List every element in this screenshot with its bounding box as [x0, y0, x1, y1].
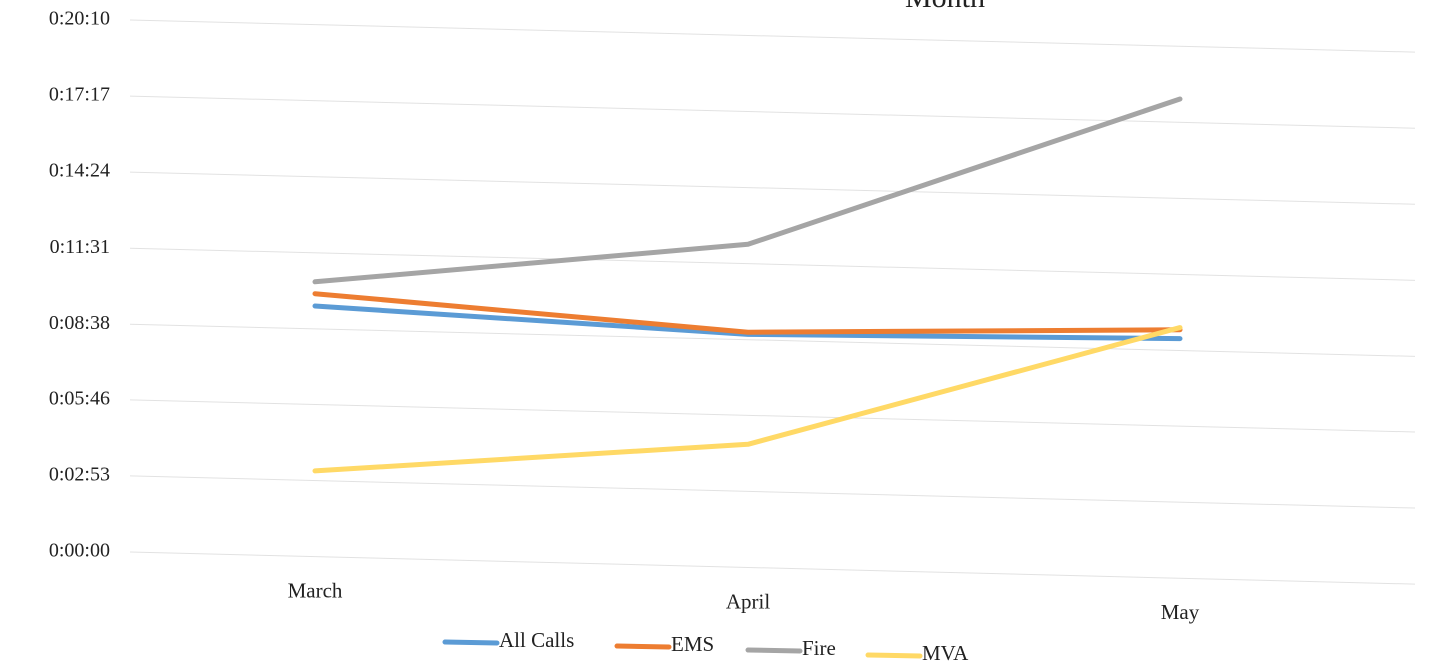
gridline — [129, 19, 1416, 53]
chart-title: Month — [905, 0, 985, 14]
gridline — [129, 247, 1416, 281]
gridline — [129, 551, 1416, 585]
legend-swatch-fire — [745, 647, 803, 654]
x-tick-label: May — [1161, 600, 1200, 624]
legend-label-ems: EMS — [671, 632, 714, 656]
y-axis-ticks: 0:00:00 0:02:53 0:05:46 0:08:38 0:11:31 0:14:… — [49, 8, 110, 562]
x-tick-label: March — [288, 578, 343, 602]
series-lines — [312, 96, 1183, 474]
gridline — [129, 171, 1416, 205]
series-line-ems — [312, 291, 1183, 335]
series-line-mva — [312, 325, 1183, 474]
x-axis-ticks: March April May — [288, 578, 1200, 624]
series-line-fire — [312, 96, 1183, 285]
legend-label-mva: MVA — [922, 641, 969, 665]
gridlines — [129, 19, 1416, 585]
gridline — [129, 399, 1416, 433]
legend-swatch-mva — [865, 652, 923, 659]
legend: All Calls EMS Fire MVA — [442, 628, 969, 665]
gridline — [129, 323, 1416, 357]
gridline — [129, 475, 1416, 509]
legend-label-all-calls: All Calls — [499, 628, 574, 652]
y-tick-label: 0:00:00 — [49, 540, 110, 562]
y-tick-label: 0:11:31 — [50, 236, 110, 258]
y-tick-label: 0:05:46 — [49, 387, 110, 409]
y-tick-label: 0:17:17 — [49, 84, 110, 106]
y-tick-label: 0:08:38 — [49, 312, 110, 334]
x-tick-label: April — [726, 589, 770, 613]
legend-swatch-ems — [614, 643, 672, 650]
y-tick-label: 0:02:53 — [49, 464, 110, 486]
y-tick-label: 0:20:10 — [49, 8, 110, 30]
legend-label-fire: Fire — [802, 636, 836, 660]
legend-swatch-all-calls — [442, 639, 500, 646]
gridline — [129, 95, 1416, 129]
y-tick-label: 0:14:24 — [49, 160, 110, 182]
